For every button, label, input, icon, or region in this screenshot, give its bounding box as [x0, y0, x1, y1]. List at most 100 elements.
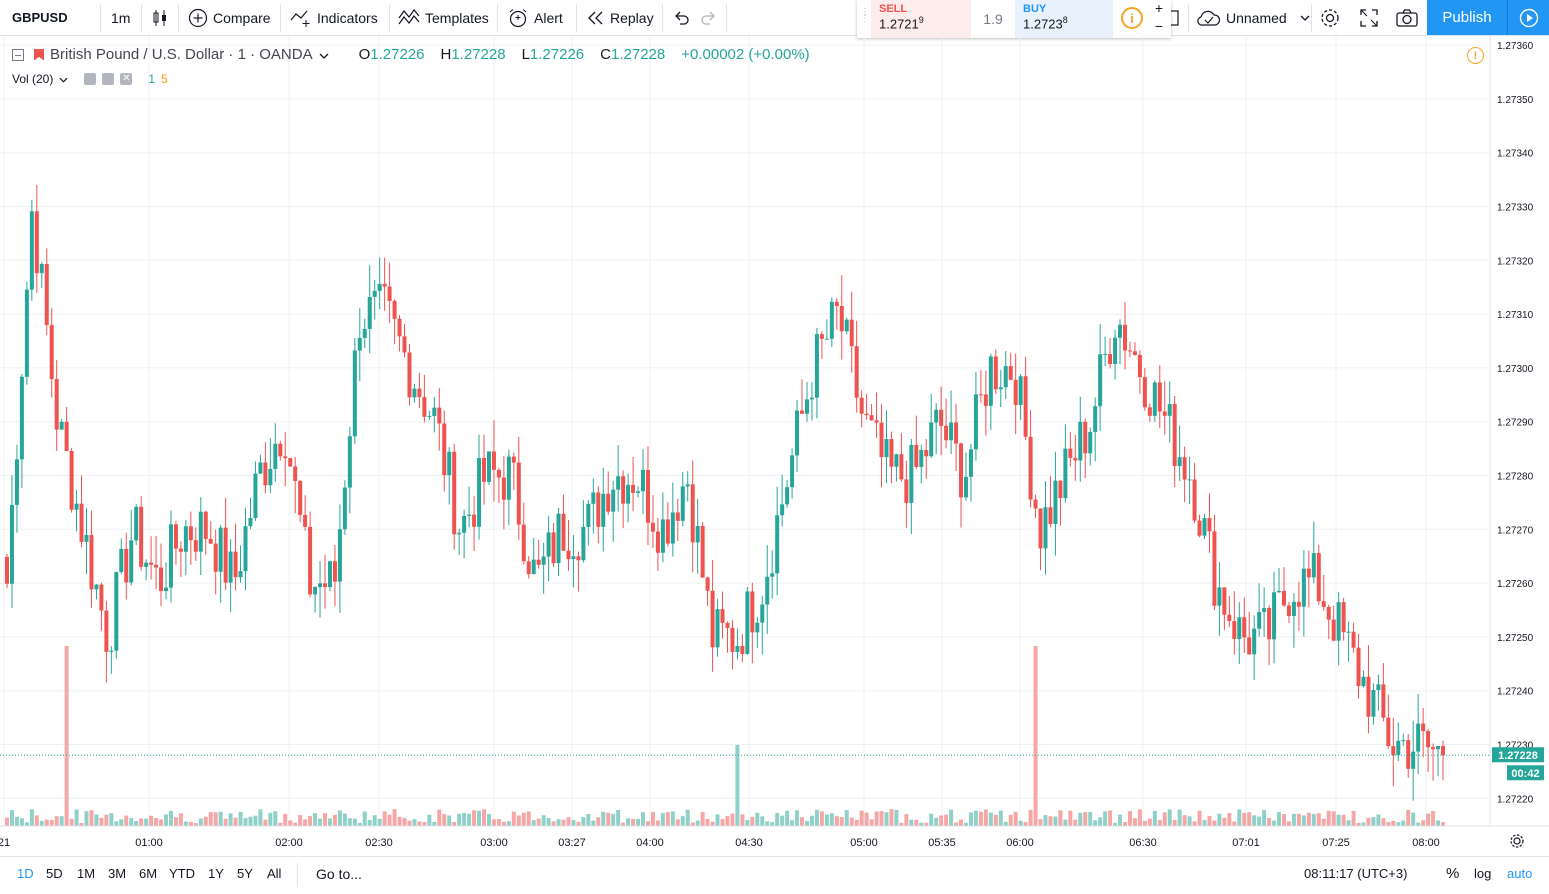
- volume-bar: [1232, 821, 1237, 826]
- volume-bar: [74, 809, 79, 826]
- candle-body: [223, 527, 228, 583]
- volume-bar: [1162, 812, 1167, 826]
- warning-icon[interactable]: !: [1467, 47, 1484, 64]
- price-change: +0.00002 (+0.00%): [681, 46, 810, 63]
- chevron-down-icon[interactable]: [319, 46, 329, 63]
- snapshot-button[interactable]: [1396, 0, 1418, 35]
- templates-button[interactable]: Templates: [398, 0, 489, 35]
- volume-bar: [24, 822, 29, 826]
- volume-bar: [675, 819, 680, 826]
- volume-bar: [218, 811, 223, 826]
- layout-save-button[interactable]: Unnamed: [1197, 0, 1310, 35]
- candle-body: [795, 410, 800, 456]
- range-3m-button[interactable]: 3M: [108, 866, 127, 881]
- countdown-tag: [1507, 765, 1544, 781]
- info-icon[interactable]: i: [1121, 7, 1143, 29]
- live-stream-button[interactable]: [1507, 0, 1549, 35]
- candle-body: [417, 388, 422, 398]
- indicators-button[interactable]: Indicators: [290, 0, 378, 35]
- sell-button[interactable]: SELL 1.27219: [871, 0, 971, 38]
- volume-bar: [884, 812, 889, 826]
- volume-bar: [1242, 812, 1247, 826]
- volume-bar: [417, 821, 422, 826]
- candle-body: [804, 399, 809, 414]
- redo-button[interactable]: [701, 0, 717, 35]
- volume-bar: [914, 819, 919, 826]
- goto-date-button[interactable]: Go to...: [316, 866, 362, 882]
- range-6m-button[interactable]: 6M: [139, 866, 158, 881]
- range-1d-button[interactable]: 1D: [17, 866, 34, 881]
- range-5d-button[interactable]: 5D: [46, 866, 63, 881]
- quantity-decrease-button[interactable]: −: [1154, 18, 1164, 34]
- replay-button[interactable]: Replay: [587, 0, 654, 35]
- volume-bar: [1147, 818, 1152, 826]
- candle-body: [173, 524, 178, 549]
- candle-body: [397, 318, 402, 337]
- log-scale-button[interactable]: log: [1474, 866, 1492, 881]
- candle-body: [854, 346, 859, 398]
- timezone-clock[interactable]: 08:11:17 (UTC+3): [1304, 866, 1408, 881]
- publish-button[interactable]: Publish: [1427, 0, 1507, 35]
- candle-body: [1272, 592, 1277, 640]
- candle-body: [650, 522, 655, 532]
- candle-body: [785, 487, 790, 505]
- close-icon[interactable]: ✕: [120, 73, 133, 85]
- buy-button[interactable]: BUY 1.27238: [1015, 0, 1113, 38]
- volume-bar: [342, 813, 347, 826]
- candle-body: [1048, 507, 1053, 525]
- eye-icon[interactable]: [84, 73, 97, 85]
- chevron-down-icon[interactable]: [59, 72, 68, 86]
- gear-icon[interactable]: [102, 73, 115, 85]
- volume-bar: [198, 818, 203, 826]
- range-1y-button[interactable]: 1Y: [208, 866, 224, 881]
- replay-label: Replay: [610, 9, 654, 26]
- candle-body: [571, 556, 576, 560]
- candle-body: [1013, 379, 1018, 405]
- range-1m-button[interactable]: 1M: [77, 866, 96, 881]
- volume-bar: [690, 822, 695, 826]
- auto-scale-button[interactable]: auto: [1507, 866, 1533, 881]
- collapse-icon[interactable]: [12, 48, 24, 61]
- percent-scale-button[interactable]: %: [1446, 865, 1460, 882]
- drag-handle-icon[interactable]: ⋮ ⋮: [860, 7, 870, 24]
- candle-body: [1316, 553, 1321, 602]
- interval-button[interactable]: 1m: [111, 0, 130, 35]
- volume-bar: [576, 821, 581, 826]
- range-all-button[interactable]: All: [267, 866, 282, 881]
- volume-bar: [293, 822, 298, 826]
- candle-body: [323, 583, 328, 588]
- volume-bar: [273, 811, 278, 826]
- candle-body: [407, 352, 412, 398]
- quantity-increase-button[interactable]: +: [1154, 0, 1164, 16]
- price-tick-label: 1.27340: [1497, 149, 1534, 160]
- symbol-search-button[interactable]: GBPUSD: [12, 10, 68, 25]
- chart-style-button[interactable]: [151, 0, 169, 35]
- range-5y-button[interactable]: 5Y: [237, 866, 253, 881]
- candle-body: [879, 422, 884, 458]
- candle-body: [34, 211, 39, 274]
- alert-button[interactable]: Alert: [507, 0, 563, 35]
- candle-body: [437, 407, 442, 424]
- volume-title[interactable]: Vol (20): [12, 72, 54, 86]
- volume-bar: [1361, 822, 1366, 826]
- volume-bar: [1351, 810, 1356, 826]
- play-circle-icon: [1519, 8, 1539, 28]
- candle-body: [1028, 436, 1033, 500]
- settings-button[interactable]: [1319, 0, 1341, 35]
- volume-bar: [318, 818, 323, 826]
- range-ytd-button[interactable]: YTD: [169, 866, 195, 881]
- volume-bar: [1083, 812, 1088, 826]
- price-chart[interactable]: 1.27220 1.27230 1.27240 1.27250 1.27260 1.272…: [0, 36, 1549, 856]
- undo-button[interactable]: [673, 0, 689, 35]
- volume-bar: [1008, 814, 1013, 826]
- compare-button[interactable]: Compare: [188, 0, 271, 35]
- candle-body: [1356, 647, 1361, 687]
- symbol-title[interactable]: British Pound / U.S. Dollar · 1 · OANDA: [50, 46, 313, 63]
- fullscreen-button[interactable]: [1359, 0, 1379, 35]
- volume-bar: [1301, 815, 1306, 826]
- volume-bar: [601, 811, 606, 826]
- volume-bar: [407, 820, 412, 826]
- toolbar-divider: [100, 4, 101, 32]
- volume-bar: [1053, 816, 1058, 826]
- candle-body: [1053, 480, 1058, 525]
